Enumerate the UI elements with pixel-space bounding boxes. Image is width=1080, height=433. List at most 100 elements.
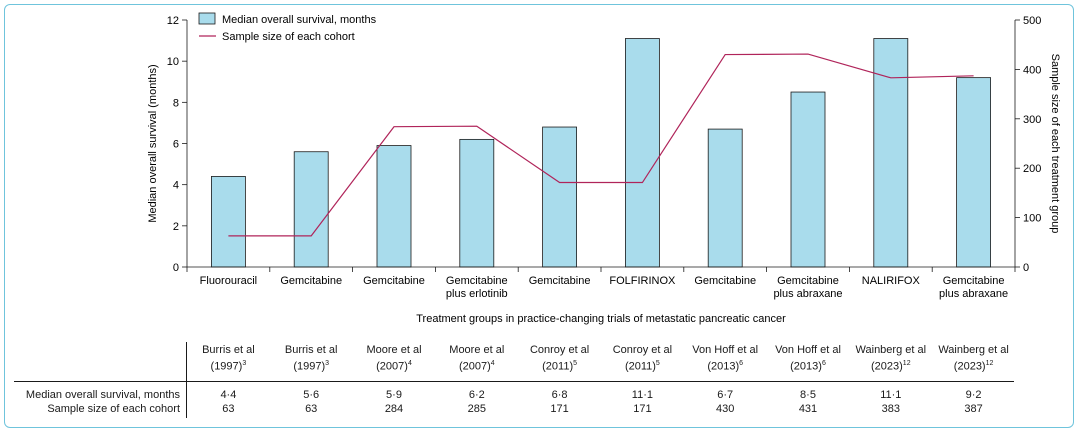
table-cell: 6·2 xyxy=(468,389,485,401)
study-header: Conroy et al (2011)5 xyxy=(600,343,684,374)
survival-bar xyxy=(459,138,495,268)
survival-bar xyxy=(210,176,246,268)
sample-size-line xyxy=(228,53,974,237)
table-cell: 5·9 xyxy=(386,389,402,401)
study-name: Von Hoff et al xyxy=(692,344,759,356)
study-year: (2007)4 xyxy=(376,360,412,373)
category-label: Gemcitabine plus erlotinib xyxy=(446,275,508,300)
table-cell: 11·1 xyxy=(631,389,653,401)
category-label: FOLFIRINOX xyxy=(609,275,676,287)
survival-bar xyxy=(293,151,329,268)
y-tick-label-right: 300 xyxy=(1023,114,1041,126)
study-reference: 6 xyxy=(821,360,826,367)
study-year: (2023)12 xyxy=(871,360,911,373)
y-tick-label-right: 0 xyxy=(1023,262,1029,274)
study-reference: 3 xyxy=(242,360,247,367)
study-year: (1997)3 xyxy=(293,360,330,373)
y-tick-label-right: 400 xyxy=(1023,64,1041,76)
table-cell: 63 xyxy=(305,403,318,415)
study-reference: 4 xyxy=(407,360,412,367)
y-tick-label-right: 200 xyxy=(1023,163,1041,175)
figure-frame xyxy=(4,4,1074,428)
category-label: Gemcitabine xyxy=(280,275,342,287)
study-year: (1997)3 xyxy=(210,360,247,373)
study-header: Burris et al (1997)3 xyxy=(269,343,353,374)
survival-bar xyxy=(790,91,826,268)
table-cell: 171 xyxy=(550,403,569,415)
category-label: Gemcitabine xyxy=(694,275,756,287)
table-vertical-rule xyxy=(186,342,187,418)
table-cell: 11·1 xyxy=(880,389,902,401)
study-header: Conroy et al (2011)5 xyxy=(518,343,602,374)
study-name: Conroy et al xyxy=(529,344,590,356)
legend-bar-swatch xyxy=(198,12,216,25)
survival-bar xyxy=(956,77,991,268)
survival-bar xyxy=(707,128,743,268)
category-label: Gemcitabine plus abraxane xyxy=(939,275,1008,300)
study-reference: 12 xyxy=(985,360,994,367)
table-cell: 383 xyxy=(881,403,900,415)
study-year: (2011)5 xyxy=(624,360,660,373)
y-tick-label-left: 0 xyxy=(173,262,179,274)
study-reference: 5 xyxy=(573,360,578,367)
study-name: Moore et al xyxy=(366,344,422,356)
survival-bar xyxy=(376,145,412,268)
y-tick-label-right: 100 xyxy=(1023,213,1041,225)
study-name: Von Hoff et al xyxy=(775,344,841,356)
study-year: (2007)4 xyxy=(458,360,495,373)
table-horizontal-rule xyxy=(14,381,1014,382)
y-tick-label-right: 500 xyxy=(1023,15,1041,27)
table-cell: 430 xyxy=(716,403,735,415)
table-cell: 63 xyxy=(222,403,235,415)
study-year: (2013)6 xyxy=(707,360,744,373)
y-tick-label-left: 10 xyxy=(167,56,179,68)
x-axis-title: Treatment groups in practice-changing tr… xyxy=(416,313,786,325)
study-reference: 4 xyxy=(490,360,495,367)
study-header: Wainberg et al (2023)12 xyxy=(932,343,1016,374)
study-header: Burris et al (1997)3 xyxy=(186,343,270,374)
study-name: Wainberg et al xyxy=(938,344,1009,356)
table-cell: 171 xyxy=(633,403,652,415)
study-name: Burris et al xyxy=(202,344,255,356)
table-cell: 9·2 xyxy=(965,389,982,401)
study-name: Burris et al xyxy=(284,344,338,356)
legend-bar-label: Median overall survival, months xyxy=(222,14,377,26)
study-header: Moore et al (2007)4 xyxy=(352,343,436,374)
study-reference: 3 xyxy=(325,360,330,367)
study-header: Von Hoff et al (2013)6 xyxy=(683,343,767,374)
table-cell: 6·7 xyxy=(717,389,734,401)
y-tick-label-left: 4 xyxy=(173,180,179,192)
study-name: Moore et al xyxy=(449,344,505,356)
table-cell: 387 xyxy=(964,403,983,415)
study-name: Wainberg et al xyxy=(855,344,927,356)
study-reference: 5 xyxy=(655,360,660,367)
table-row-label: Sample size of each cohort xyxy=(47,403,180,415)
y-tick-label-left: 2 xyxy=(173,221,179,233)
legend-line-label: Sample size of each cohort xyxy=(222,31,355,43)
table-row-label: Median overall survival, months xyxy=(25,389,180,401)
study-year: (2011)5 xyxy=(542,360,578,373)
table-cell: 5·6 xyxy=(303,389,320,401)
study-reference: 6 xyxy=(739,360,744,367)
y-axis-title-left: Median overall survival (months) xyxy=(147,64,159,222)
survival-chart: 0 2 4 6 8 10 12 0 100 200 300 400 500 Median overall… xyxy=(147,12,1061,325)
y-tick-label-left: 8 xyxy=(173,97,179,109)
study-name: Conroy et al xyxy=(612,344,673,356)
category-label: Gemcitabine plus abraxane xyxy=(773,275,842,300)
category-label: Fluorouracil xyxy=(200,275,257,287)
study-year: (2013)6 xyxy=(790,360,826,373)
table-cell: 285 xyxy=(467,403,486,415)
study-header: Moore et al (2007)4 xyxy=(435,343,519,374)
study-header: Wainberg et al (2023)12 xyxy=(849,343,933,374)
survival-bar xyxy=(542,126,577,268)
y-tick-label-left: 12 xyxy=(167,15,179,27)
survival-bar xyxy=(625,38,660,268)
y-axis-title-right: Sample size of each treatment group xyxy=(1049,54,1061,234)
y-tick-label-left: 6 xyxy=(173,139,179,151)
table-cell: 8·5 xyxy=(800,389,816,401)
table-cell: 284 xyxy=(384,403,404,415)
category-label: Gemcitabine xyxy=(363,275,425,287)
category-label: Gemcitabine xyxy=(529,275,591,287)
table-cell: 4·4 xyxy=(220,389,237,401)
study-year: (2023)12 xyxy=(953,360,994,373)
